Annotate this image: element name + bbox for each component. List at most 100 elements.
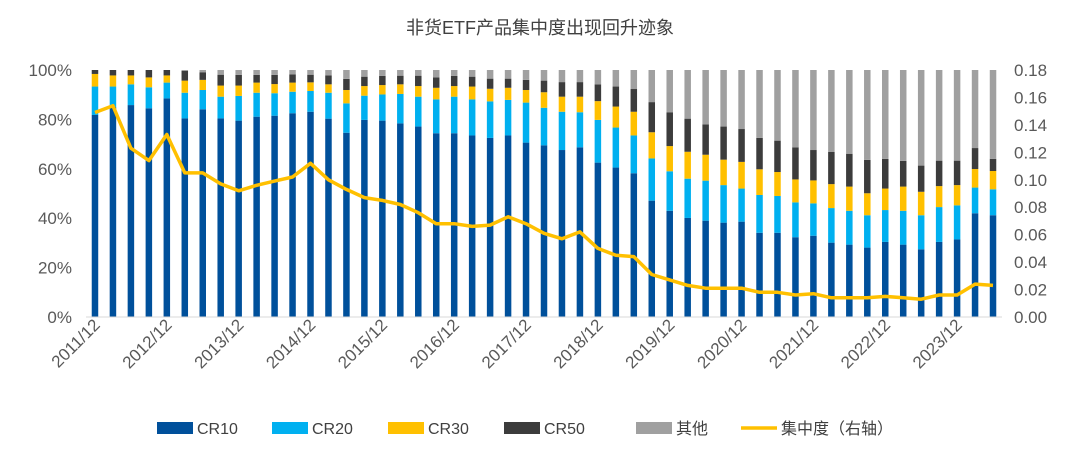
bar-segment-cr20: [630, 135, 638, 174]
bar-segment-cr30: [792, 179, 799, 203]
bar-segment-cr50: [361, 76, 368, 87]
bar-segment-cr20: [612, 127, 620, 168]
bar-segment-cr20: [648, 158, 656, 201]
bar-segment-cr10: [846, 244, 853, 317]
bar-segment-其他: [971, 70, 979, 149]
legend-label: 集中度（右轴）: [781, 420, 893, 438]
bar-segment-cr20: [379, 94, 386, 121]
bar-segment-cr50: [486, 78, 494, 89]
bar-segment-cr50: [468, 76, 476, 87]
concentration-line-layer: [94, 103, 994, 301]
bar-segment-cr30: [415, 86, 422, 97]
bar-segment-cr10: [899, 244, 907, 317]
bar-segment-cr50: [343, 78, 350, 91]
bar-segment-其他: [504, 70, 512, 79]
bar-segment-cr30: [432, 87, 440, 100]
bar-segment-cr30: [235, 85, 242, 96]
bar-segment-其他: [774, 70, 781, 141]
bar-segment-cr10: [756, 232, 763, 317]
right-tick-label: 0.12: [1014, 143, 1047, 162]
bar-segment-cr20: [253, 92, 260, 117]
bar-segment-cr20: [504, 99, 512, 136]
bar-segment-cr30: [217, 85, 224, 97]
bars: [91, 70, 997, 318]
bar-segment-cr20: [702, 180, 709, 221]
bar-segment-cr50: [864, 159, 871, 194]
bar-segment-cr30: [630, 111, 638, 136]
bar-segment-cr50: [432, 77, 440, 88]
bar-segment-cr30: [558, 96, 566, 112]
bar-segment-cr20: [127, 84, 135, 106]
bar-segment-cr30: [756, 169, 763, 195]
bar-segment-cr10: [343, 132, 350, 317]
bar-segment-cr30: [953, 185, 961, 206]
bar-segment-cr50: [415, 75, 422, 87]
x-tick-label: 2017/12: [478, 315, 535, 372]
bar-segment-其他: [989, 70, 997, 159]
bar-segment-cr20: [145, 87, 153, 109]
bar-segment-cr10: [109, 107, 117, 317]
bar-segment-cr30: [289, 82, 296, 92]
bar-segment-其他: [289, 70, 296, 75]
legend-swatch: [272, 422, 308, 434]
right-tick-label: 0.08: [1014, 198, 1047, 217]
right-tick-label: 0.06: [1014, 226, 1047, 245]
bar-segment-cr20: [953, 205, 961, 240]
bar-segment-cr10: [792, 237, 799, 317]
bar-segment-cr10: [935, 241, 943, 317]
bar-segment-cr10: [953, 239, 961, 317]
bar-segment-cr30: [738, 161, 745, 189]
bar-segment-cr30: [199, 79, 206, 91]
bar-segment-cr20: [738, 188, 745, 222]
bar-segment-cr10: [648, 200, 656, 317]
bar-segment-cr20: [91, 86, 99, 115]
bar-segment-cr30: [666, 146, 673, 172]
bar-segment-cr20: [235, 95, 242, 121]
x-tick-label: 2014/12: [262, 315, 319, 372]
bar-segment-cr10: [594, 162, 602, 317]
bar-segment-cr50: [307, 74, 314, 83]
bar-segment-cr10: [217, 118, 224, 317]
bar-segment-cr50: [235, 74, 242, 86]
bar-segment-cr30: [576, 96, 584, 113]
bar-segment-其他: [253, 70, 260, 75]
bar-segment-cr30: [828, 184, 835, 209]
bar-segment-其他: [720, 70, 727, 127]
bar-segment-cr30: [935, 186, 943, 208]
bar-segment-cr50: [756, 137, 763, 170]
bar-segment-cr50: [540, 80, 548, 93]
bar-segment-cr20: [486, 101, 494, 138]
bar-segment-其他: [540, 70, 548, 81]
bar-segment-cr50: [648, 102, 656, 133]
bar-segment-其他: [199, 70, 206, 73]
bar-segment-cr50: [684, 118, 691, 152]
bar-segment-cr20: [450, 96, 458, 134]
right-axis: 0.00 0.02 0.04 0.06 0.08 0.10 0.12 0.14 0.16 0.18: [1014, 61, 1047, 327]
bar-segment-cr30: [684, 151, 691, 179]
bar-segment-cr10: [558, 150, 566, 317]
x-tick-label: 2015/12: [334, 315, 391, 372]
bar-segment-cr30: [145, 77, 153, 88]
bar-segment-cr30: [882, 188, 889, 211]
bar-segment-cr50: [127, 70, 135, 76]
x-tick-label: 2018/12: [550, 315, 607, 372]
x-tick-label: 2016/12: [406, 315, 463, 372]
bar-segment-其他: [576, 70, 584, 83]
bar-segment-cr10: [882, 241, 889, 317]
bar-segment-cr30: [540, 92, 548, 108]
bar-segment-cr10: [864, 247, 871, 317]
bar-segment-其他: [810, 70, 817, 151]
bar-segment-cr50: [594, 84, 602, 102]
bar-segment-cr20: [289, 91, 296, 114]
left-tick-label: 60%: [38, 160, 72, 179]
bar-segment-cr10: [504, 135, 512, 317]
bar-segment-其他: [828, 70, 835, 153]
bar-segment-其他: [594, 70, 602, 85]
bar-segment-cr10: [522, 142, 530, 317]
bar-segment-其他: [917, 70, 925, 166]
bar-segment-其他: [882, 70, 889, 159]
bar-segment-cr20: [522, 102, 530, 143]
right-tick-label: 0.04: [1014, 253, 1047, 272]
bar-segment-cr30: [343, 90, 350, 104]
bar-segment-其他: [666, 70, 673, 113]
